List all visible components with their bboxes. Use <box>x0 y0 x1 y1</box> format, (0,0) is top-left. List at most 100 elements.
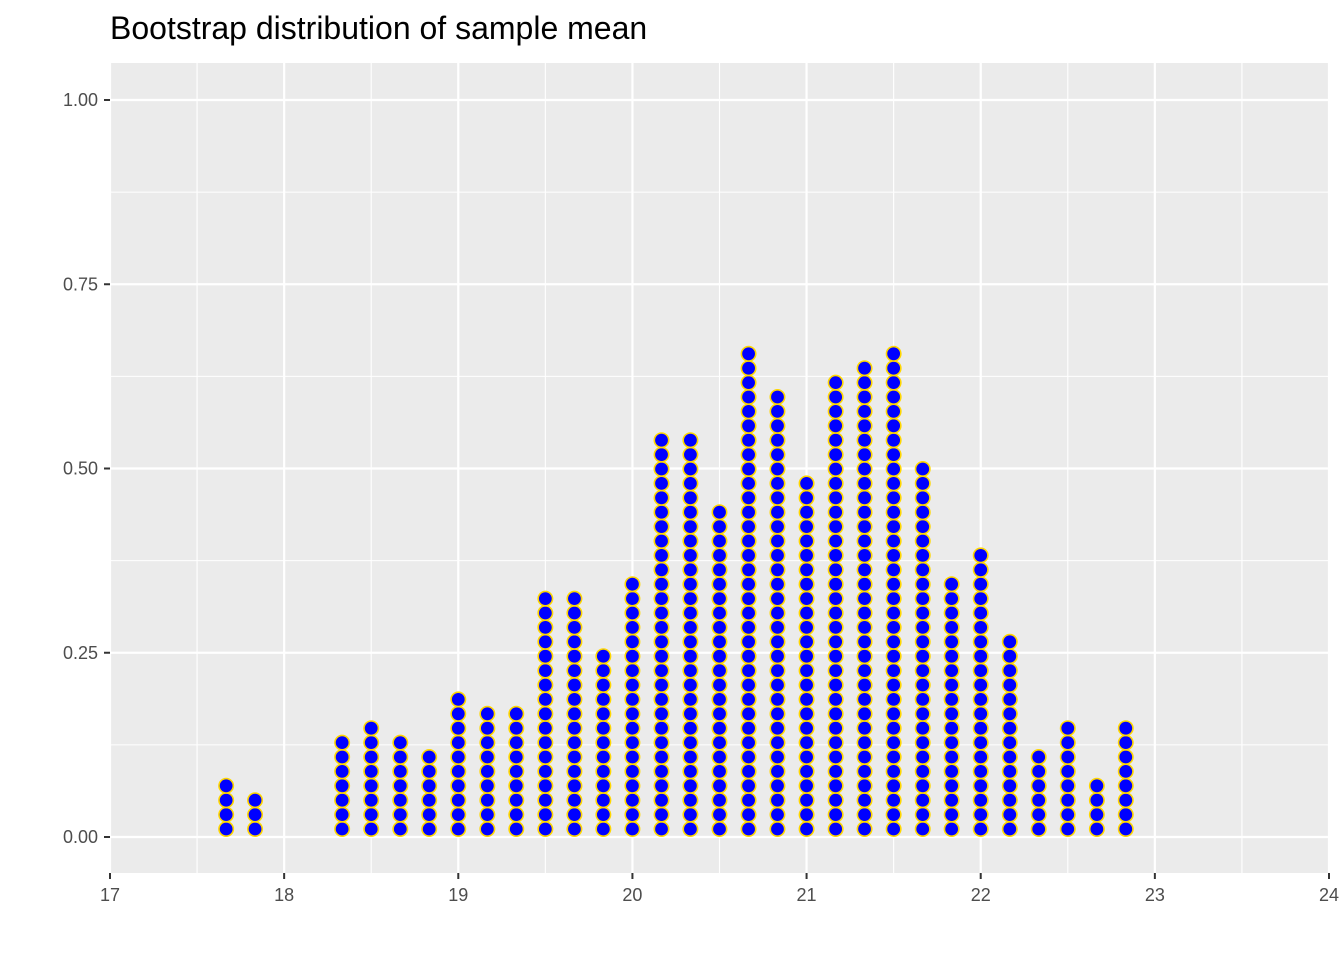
y-axis: 0.00 0.25 0.50 0.75 1.00 <box>63 90 110 847</box>
dot <box>450 734 467 751</box>
dot <box>566 763 583 780</box>
dot <box>566 648 583 665</box>
y-tick-label: 1.00 <box>63 90 98 110</box>
dot <box>885 604 902 621</box>
dot <box>769 518 786 535</box>
dot <box>1001 648 1018 665</box>
dot <box>943 763 960 780</box>
dot <box>711 734 728 751</box>
dot <box>711 619 728 636</box>
dot <box>682 662 699 679</box>
dot <box>363 763 380 780</box>
dot <box>769 604 786 621</box>
dot <box>885 806 902 823</box>
dot <box>740 820 757 837</box>
dot <box>885 345 902 362</box>
dot <box>508 792 525 809</box>
dot <box>885 676 902 693</box>
dot <box>566 619 583 636</box>
dot <box>914 748 931 765</box>
dot <box>218 792 235 809</box>
dot <box>624 662 641 679</box>
dot <box>798 590 815 607</box>
dot <box>479 705 496 722</box>
dot <box>479 734 496 751</box>
dot <box>885 792 902 809</box>
dot <box>479 792 496 809</box>
dot <box>711 792 728 809</box>
dot <box>856 806 873 823</box>
dot <box>624 806 641 823</box>
dot <box>508 806 525 823</box>
dot <box>769 648 786 665</box>
dot <box>827 820 844 837</box>
dot <box>885 734 902 751</box>
dot <box>885 691 902 708</box>
dot <box>1001 777 1018 794</box>
dot <box>856 403 873 420</box>
dot <box>798 734 815 751</box>
dot <box>856 676 873 693</box>
y-tick-label: 0.25 <box>63 643 98 663</box>
dot <box>653 432 670 449</box>
dot <box>450 748 467 765</box>
dot <box>856 576 873 593</box>
dot <box>914 792 931 809</box>
dot <box>856 604 873 621</box>
dot <box>798 475 815 492</box>
dot <box>624 748 641 765</box>
dot <box>1001 734 1018 751</box>
dot <box>856 504 873 521</box>
dot <box>769 388 786 405</box>
dot <box>827 518 844 535</box>
dot <box>711 504 728 521</box>
dot <box>885 446 902 463</box>
dot <box>682 734 699 751</box>
dot <box>653 691 670 708</box>
dot <box>566 734 583 751</box>
dot <box>740 734 757 751</box>
dot <box>885 432 902 449</box>
dot <box>682 590 699 607</box>
dot <box>972 604 989 621</box>
dot <box>856 590 873 607</box>
dot <box>856 532 873 549</box>
y-tick-label: 0.75 <box>63 274 98 294</box>
dot <box>624 633 641 650</box>
dot <box>363 777 380 794</box>
dot <box>798 532 815 549</box>
dot <box>1001 705 1018 722</box>
dot <box>508 734 525 751</box>
dot <box>740 619 757 636</box>
dot <box>914 518 931 535</box>
dot <box>1030 820 1047 837</box>
dot <box>363 792 380 809</box>
dot <box>885 417 902 434</box>
dot <box>421 763 438 780</box>
dot <box>769 576 786 593</box>
dot <box>943 676 960 693</box>
dot <box>972 619 989 636</box>
dot <box>769 691 786 708</box>
dot <box>798 676 815 693</box>
dot <box>740 806 757 823</box>
dot <box>798 806 815 823</box>
dot <box>653 705 670 722</box>
dot <box>769 720 786 737</box>
dot <box>798 518 815 535</box>
dot <box>972 648 989 665</box>
dot <box>363 748 380 765</box>
dot <box>653 446 670 463</box>
dot <box>798 691 815 708</box>
x-tick-label: 24 <box>1319 885 1339 905</box>
dot <box>595 820 612 837</box>
dot <box>914 763 931 780</box>
dot <box>653 576 670 593</box>
dot <box>972 806 989 823</box>
dot <box>537 748 554 765</box>
dot <box>856 374 873 391</box>
dot <box>856 518 873 535</box>
dot <box>972 676 989 693</box>
dot <box>711 561 728 578</box>
dot <box>827 475 844 492</box>
